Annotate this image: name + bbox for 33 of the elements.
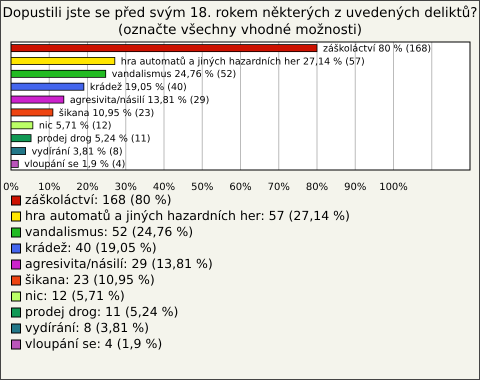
x-tick-label: 40%: [152, 182, 176, 194]
x-tick-label: 30%: [114, 182, 137, 194]
data-label: krádež 19,05 % (40): [90, 82, 187, 94]
x-tick-label: 100%: [379, 182, 408, 194]
legend-label: prodej drog: 11 (5,24 %): [25, 304, 178, 319]
legend-label: vloupání se: 4 (1,9 %): [25, 336, 162, 351]
legend-label: šikana: 23 (10,95 %): [25, 272, 155, 287]
chart-title: Dopustili jste se před svým 18. rokem některých z uvedených deliktů?: [2, 5, 478, 21]
data-label: šikana 10,95 % (23): [58, 108, 154, 119]
legend-label: nic: 12 (5,71 %): [25, 288, 125, 303]
data-label: nic 5,71 % (12): [38, 120, 112, 132]
data-label: hra automatů a jiných hazardních her 27,14 % (57): [120, 55, 365, 68]
x-tick-label: 50%: [191, 182, 214, 194]
legend-label: záškoláctví: 168 (80 %): [25, 192, 172, 207]
x-tick-label: 20%: [76, 182, 99, 194]
legend-label: agresivita/násilí: 29 (13,81 %): [25, 256, 213, 271]
x-tick-label: 90%: [344, 182, 366, 194]
data-label: vloupání se 1,9 % (4): [24, 159, 126, 170]
x-tick-label: 70%: [268, 182, 290, 194]
legend-label: vydírání: 8 (3,81 %): [25, 320, 149, 335]
data-label: záškoláctví 80 % (168): [323, 43, 432, 54]
data-label: vydírání 3,81 % (8): [32, 146, 123, 158]
legend-label: vandalismus: 52 (24,76 %): [25, 224, 194, 239]
data-label: agresivita/násilí 13,81 % (29): [70, 94, 210, 106]
x-tick-label: 0%: [3, 182, 19, 194]
x-tick-label: 60%: [229, 182, 252, 194]
x-tick-label: 10%: [38, 182, 60, 194]
data-label: prodej drog 5,24 % (11): [37, 133, 150, 144]
x-tick-label: 80%: [306, 182, 328, 194]
legend-label: krádež: 40 (19,05 %): [25, 240, 157, 255]
legend-label: hra automatů a jiných hazardních her: 57 (27,14 %): [25, 208, 350, 223]
data-label: vandalismus 24,76 % (52): [112, 69, 236, 80]
chart-subtitle: (označte všechny vhodné možnosti): [118, 22, 362, 38]
